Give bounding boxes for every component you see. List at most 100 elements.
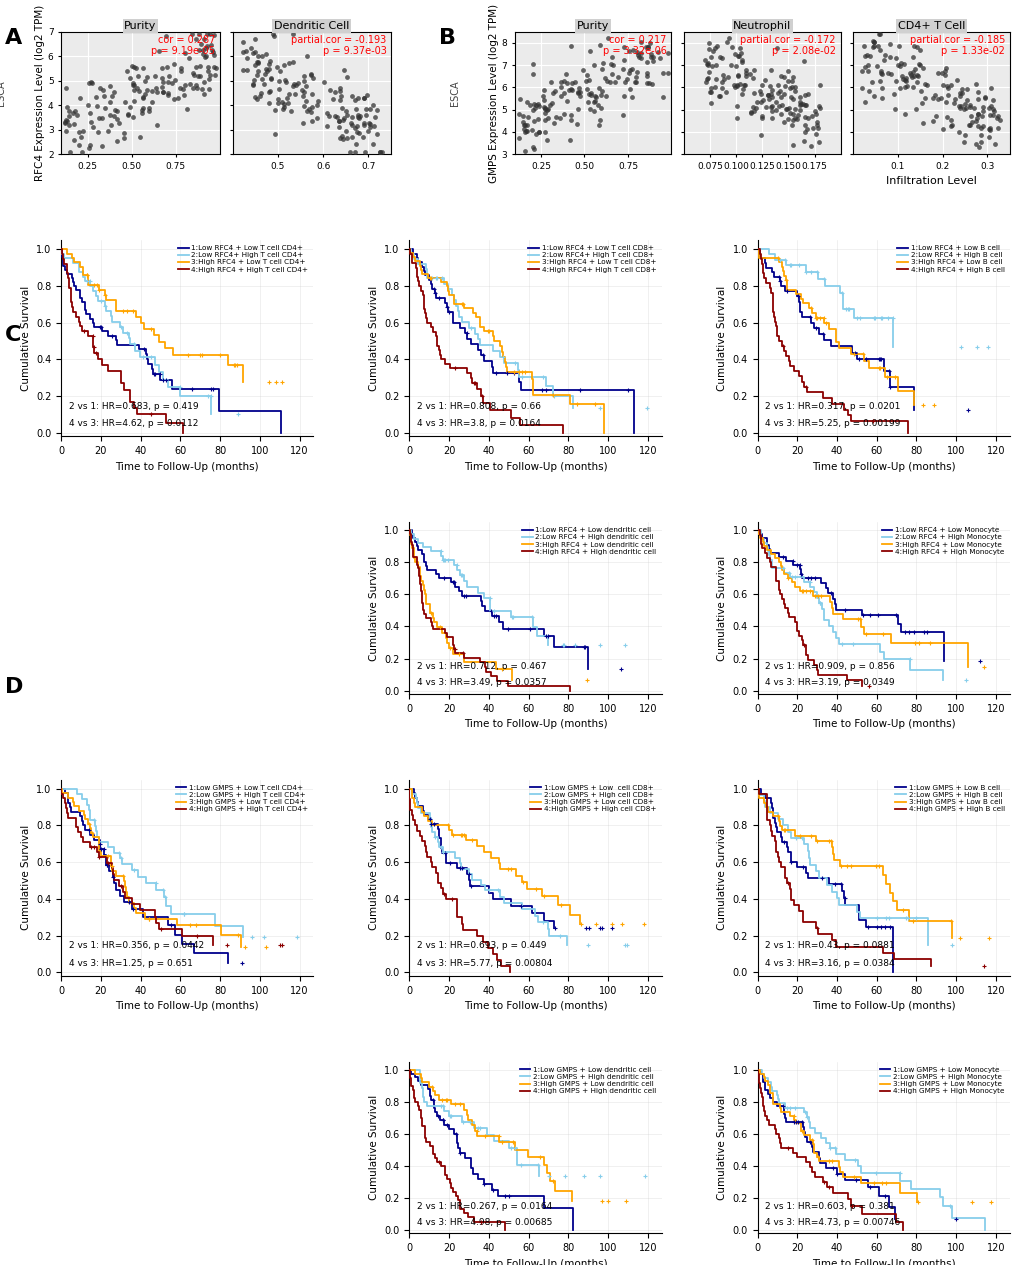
X-axis label: Time to Follow-Up (months): Time to Follow-Up (months) <box>464 1001 606 1011</box>
Point <box>579 91 595 111</box>
Point <box>296 95 312 115</box>
Point <box>511 104 527 124</box>
Point <box>58 121 74 142</box>
Point <box>552 72 569 92</box>
Point <box>975 89 991 109</box>
Point <box>95 80 111 100</box>
Point <box>82 134 98 154</box>
Point <box>957 99 973 119</box>
Point <box>338 67 355 87</box>
X-axis label: Time to Follow-Up (months): Time to Follow-Up (months) <box>811 462 955 472</box>
Point <box>624 40 640 61</box>
Point <box>103 86 119 106</box>
Point <box>902 65 918 85</box>
Point <box>870 24 887 44</box>
Point <box>870 39 887 59</box>
Point <box>984 101 1001 121</box>
Point <box>264 24 280 44</box>
Point <box>90 123 106 143</box>
Point <box>940 78 956 99</box>
Point <box>516 123 532 143</box>
Point <box>642 47 658 67</box>
Point <box>754 90 770 110</box>
Point <box>702 78 718 99</box>
Point <box>304 68 320 89</box>
Point <box>199 24 215 44</box>
Legend: 1:Low GMPS + Low Monocyte, 2:Low GMPS + High Monocyte, 3:High GMPS + Low Monocyt: 1:Low GMPS + Low Monocyte, 2:Low GMPS + … <box>877 1065 1005 1095</box>
Point <box>926 85 943 105</box>
Point <box>722 37 739 57</box>
Point <box>514 106 530 126</box>
Point <box>784 104 800 124</box>
Point <box>102 91 118 111</box>
Point <box>727 43 743 63</box>
Point <box>570 77 586 97</box>
Point <box>962 106 978 126</box>
Point <box>594 59 610 80</box>
Text: 4 vs 3: HR=4.73, p = 0.00746: 4 vs 3: HR=4.73, p = 0.00746 <box>764 1217 900 1227</box>
Point <box>203 35 219 56</box>
Point <box>989 106 1006 126</box>
Point <box>987 108 1004 128</box>
Point <box>552 77 569 97</box>
Text: 4 vs 3: HR=5.25, p = 0.00199: 4 vs 3: HR=5.25, p = 0.00199 <box>764 420 900 429</box>
Point <box>247 42 263 62</box>
Point <box>284 52 301 72</box>
Point <box>796 123 812 143</box>
Point <box>699 68 715 89</box>
Point <box>711 86 728 106</box>
Point <box>864 32 880 52</box>
Point <box>621 63 637 83</box>
Point <box>745 101 761 121</box>
Point <box>762 108 779 128</box>
Point <box>811 99 827 119</box>
Point <box>529 95 545 115</box>
Point <box>147 66 163 86</box>
Text: ESCA: ESCA <box>0 80 6 106</box>
Point <box>85 116 101 137</box>
Point <box>911 54 927 75</box>
Point <box>130 81 147 101</box>
Point <box>157 25 173 46</box>
Point <box>586 100 602 120</box>
Point <box>863 72 879 92</box>
Point <box>284 76 301 96</box>
Point <box>956 124 972 144</box>
Point <box>583 85 599 105</box>
Point <box>858 44 874 65</box>
Point <box>531 121 547 142</box>
Point <box>362 116 378 137</box>
Point <box>246 71 262 91</box>
Point <box>141 97 157 118</box>
Point <box>562 110 579 130</box>
Point <box>745 59 761 80</box>
Point <box>201 78 217 99</box>
Point <box>347 134 364 154</box>
Point <box>94 137 110 157</box>
Point <box>864 37 880 57</box>
Point <box>775 113 792 133</box>
Point <box>280 92 297 113</box>
Point <box>57 110 73 130</box>
Point <box>789 109 805 129</box>
Point <box>779 109 795 129</box>
Text: 2 vs 1: HR=0.683, p = 0.419: 2 vs 1: HR=0.683, p = 0.419 <box>68 402 199 411</box>
Point <box>699 68 715 89</box>
Point <box>598 71 614 91</box>
Point <box>144 81 160 101</box>
Point <box>287 83 304 104</box>
Point <box>564 80 580 100</box>
Point <box>542 95 558 115</box>
Point <box>92 77 108 97</box>
Point <box>124 73 141 94</box>
Point <box>309 108 325 128</box>
Point <box>783 71 799 91</box>
Point <box>149 115 165 135</box>
X-axis label: Time to Follow-Up (months): Time to Follow-Up (months) <box>464 462 606 472</box>
Point <box>192 56 208 76</box>
Point <box>776 76 793 96</box>
Point <box>122 97 139 118</box>
Point <box>891 37 907 57</box>
Point <box>729 75 745 95</box>
Point <box>272 61 288 81</box>
